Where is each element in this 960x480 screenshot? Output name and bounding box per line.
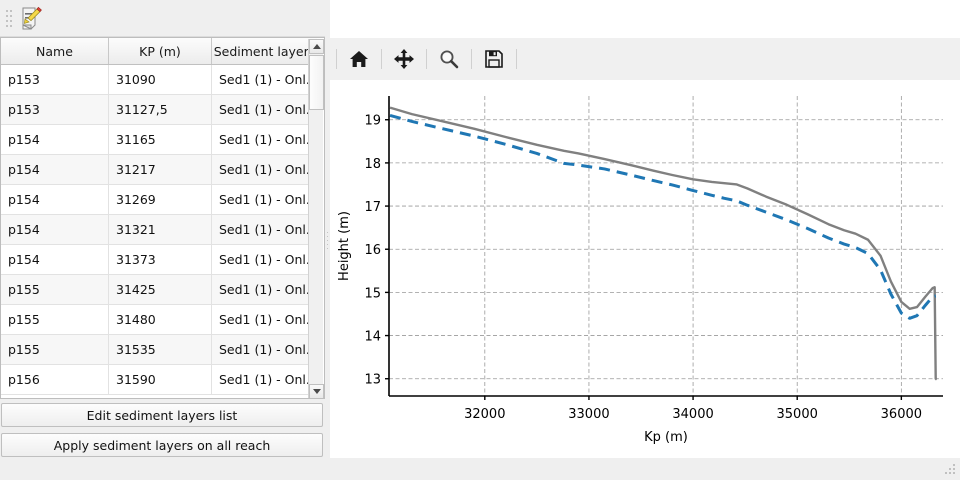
cell-name[interactable]: p154 [1,184,109,215]
table-row[interactable]: p153 31127,5 Sed1 (1) - Onl... [1,94,317,125]
cell-sediment[interactable]: Sed1 (1) - Onl... [211,304,317,335]
x-tick-label: 33000 [568,407,609,422]
drag-grip[interactable] [6,8,13,28]
table-row[interactable]: p154 31321 Sed1 (1) - Onl... [1,214,317,245]
cell-kp[interactable]: 31217 [108,154,212,185]
cell-name[interactable]: p156 [1,364,109,395]
cell-kp[interactable]: 31321 [108,214,212,245]
y-tick-label: 15 [364,286,381,301]
table-vertical-scrollbar[interactable] [308,39,324,398]
left-toolbar [0,0,325,37]
apply-sediment-layers-on-all-reach-button[interactable]: Apply sediment layers on all reach [1,433,323,457]
y-tick-label: 14 [364,330,381,345]
profile-plot-panel: 13 14 15 16 17 18 19 32000 33000 34000 35000 36000 K… [330,0,960,458]
series-bed [389,106,938,381]
x-tick-label: 35000 [777,407,818,422]
matplotlib-navigation-toolbar [330,38,960,80]
y-tick-label: 16 [364,243,381,258]
table-header-row: Name KP (m) Sediment layers [1,38,317,65]
x-tick-label: 34000 [672,407,713,422]
sediment-layers-table[interactable]: Name KP (m) Sediment layers p153 31090 S… [0,37,325,399]
column-header-name[interactable]: Name [1,38,109,65]
column-header-kp[interactable]: KP (m) [108,38,212,65]
cell-sediment[interactable]: Sed1 (1) - Onl... [211,154,317,185]
cell-sediment[interactable]: Sed1 (1) - Onl... [211,334,317,365]
cell-kp[interactable]: 31165 [108,124,212,155]
cell-name[interactable]: p154 [1,154,109,185]
home-icon[interactable] [343,44,375,74]
pan-move-icon[interactable] [388,44,420,74]
y-tick-label: 18 [364,157,381,172]
x-tick-label: 32000 [464,407,505,422]
y-tick-label: 13 [364,373,381,388]
edit-sediment-layers-list-button[interactable]: Edit sediment layers list [1,403,323,427]
cell-sediment[interactable]: Sed1 (1) - Onl... [211,274,317,305]
cell-sediment[interactable]: Sed1 (1) - Onl... [211,244,317,275]
cell-kp[interactable]: 31425 [108,274,212,305]
y-tick-label: 17 [364,200,381,215]
save-floppy-icon[interactable] [478,44,510,74]
table-row[interactable]: p156 31590 Sed1 (1) - Onl... [1,364,317,395]
table-row[interactable]: p155 31425 Sed1 (1) - Onl... [1,274,317,305]
cell-sediment[interactable]: Sed1 (1) - Onl... [211,214,317,245]
cell-name[interactable]: p155 [1,304,109,335]
table-row[interactable]: p154 31373 Sed1 (1) - Onl... [1,244,317,275]
height-vs-kp-chart[interactable]: 13 14 15 16 17 18 19 32000 33000 34000 35000 36000 K… [330,80,960,458]
cell-sediment[interactable]: Sed1 (1) - Onl... [211,364,317,395]
series-sediment [389,113,937,320]
edit-document-icon[interactable] [16,4,46,32]
cell-kp[interactable]: 31590 [108,364,212,395]
cell-name[interactable]: p154 [1,214,109,245]
table-body: p153 31090 Sed1 (1) - Onl... p153 31127,… [1,64,317,395]
y-axis-label: Height (m) [337,211,352,281]
cell-name[interactable]: p155 [1,274,109,305]
y-tick-label: 19 [364,114,381,129]
toolbar-separator [471,49,472,69]
cell-kp[interactable]: 31535 [108,334,212,365]
table-row[interactable]: p155 31535 Sed1 (1) - Onl... [1,334,317,365]
toolbar-separator [426,49,427,69]
x-tick-label: 36000 [881,407,922,422]
panel-splitter[interactable] [325,0,330,480]
window-bottom-strip [0,458,960,480]
cell-sediment[interactable]: Sed1 (1) - Onl... [211,124,317,155]
table-row[interactable]: p154 31217 Sed1 (1) - Onl... [1,154,317,185]
scroll-down-arrow-icon[interactable] [309,384,324,398]
cell-name[interactable]: p153 [1,64,109,95]
zoom-magnifier-icon[interactable] [433,44,465,74]
toolbar-separator [516,49,517,69]
cell-sediment[interactable]: Sed1 (1) - Onl... [211,64,317,95]
scroll-up-arrow-icon[interactable] [309,39,324,54]
chart-canvas: 13 14 15 16 17 18 19 32000 33000 34000 35000 36000 K… [337,96,943,445]
cell-name[interactable]: p153 [1,94,109,125]
cell-kp[interactable]: 31480 [108,304,212,335]
table-row[interactable]: p153 31090 Sed1 (1) - Onl... [1,64,317,95]
table-grid: Name KP (m) Sediment layers p153 31090 S… [1,38,317,395]
cell-kp[interactable]: 31373 [108,244,212,275]
table-row[interactable]: p154 31165 Sed1 (1) - Onl... [1,124,317,155]
sediment-layers-panel: Name KP (m) Sediment layers p153 31090 S… [0,0,325,480]
table-row[interactable]: p154 31269 Sed1 (1) - Onl... [1,184,317,215]
cell-kp[interactable]: 31090 [108,64,212,95]
cell-sediment[interactable]: Sed1 (1) - Onl... [211,184,317,215]
scrollbar-thumb[interactable] [309,55,324,110]
toolbar-separator [381,49,382,69]
cell-sediment[interactable]: Sed1 (1) - Onl... [211,94,317,125]
cell-name[interactable]: p154 [1,244,109,275]
resize-grip[interactable] [944,464,957,477]
table-row[interactable]: p155 31480 Sed1 (1) - Onl... [1,304,317,335]
cell-kp[interactable]: 31269 [108,184,212,215]
cell-name[interactable]: p154 [1,124,109,155]
cell-kp[interactable]: 31127,5 [108,94,212,125]
x-axis-label: Kp (m) [644,430,688,445]
cell-name[interactable]: p155 [1,334,109,365]
column-header-sediment-layers[interactable]: Sediment layers [211,38,317,65]
toolbar-separator [336,49,337,69]
